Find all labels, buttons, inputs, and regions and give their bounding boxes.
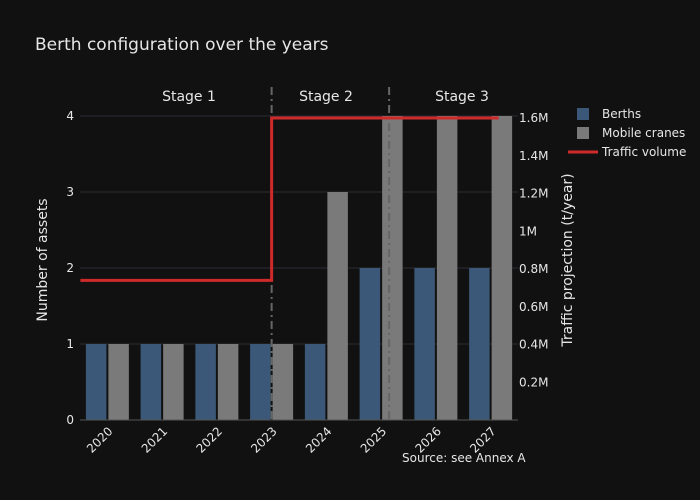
bar-mobile-cranes <box>217 344 239 420</box>
legend-label: Berths <box>602 107 641 121</box>
traffic-line <box>80 116 499 282</box>
bar-mobile-cranes <box>272 344 294 420</box>
bar-berths <box>359 268 381 420</box>
bar-mobile-cranes <box>327 192 348 420</box>
source-annotation: Source: see Annex A <box>402 451 526 465</box>
y2-tick-label: 0.4M <box>519 338 548 352</box>
y-axis-label: Number of assets <box>35 198 51 321</box>
bar-berths <box>304 344 326 420</box>
y2-tick-label: 0.8M <box>519 262 548 276</box>
bar-berths <box>85 344 107 420</box>
y2-axis-label: Traffic projection (t/year) <box>560 173 576 347</box>
bar-berths <box>195 344 216 420</box>
bar-berths <box>140 344 162 420</box>
y-tick-label: 3 <box>66 185 74 199</box>
bar-mobile-cranes <box>163 344 184 420</box>
bar-berths <box>250 344 271 420</box>
bars <box>85 116 513 420</box>
legend-swatch-berths <box>577 108 589 120</box>
y-tick-label: 2 <box>66 261 74 275</box>
bar-mobile-cranes <box>491 116 513 420</box>
chart-title: Berth configuration over the years <box>35 35 329 55</box>
stage-label: Stage 2 <box>299 89 353 105</box>
y-tick-label: 4 <box>66 109 74 123</box>
bar-berths <box>469 268 490 420</box>
bar-mobile-cranes <box>382 116 403 420</box>
y2-tick-label: 0.6M <box>519 300 548 314</box>
bar-mobile-cranes <box>436 116 458 420</box>
y2-tick-label: 1.4M <box>519 149 548 163</box>
y2-tick-label: 0.2M <box>519 375 548 389</box>
bar-mobile-cranes <box>108 344 129 420</box>
bar-berths <box>414 268 435 420</box>
traffic-volume-line <box>80 116 499 282</box>
legend: Berths Mobile cranes Traffic volume <box>568 107 686 159</box>
y2-tick-label: 1.2M <box>519 187 548 201</box>
y-axis-ticks: 0 1 2 3 4 <box>66 109 74 427</box>
stage-labels: Stage 1 Stage 2 Stage 3 <box>162 89 489 105</box>
y2-tick-label: 1.6M <box>519 111 548 125</box>
legend-label: Traffic volume <box>601 145 686 159</box>
stage-label: Stage 3 <box>435 89 489 105</box>
y-tick-label: 0 <box>66 413 74 427</box>
y2-tick-label: 1M <box>519 224 537 238</box>
stage-label: Stage 1 <box>162 89 216 105</box>
y-tick-label: 1 <box>66 337 74 351</box>
legend-swatch-mobile-cranes <box>577 127 589 139</box>
y2-axis-ticks: 0.2M 0.4M 0.6M 0.8M 1M 1.2M 1.4M 1.6M <box>519 111 548 389</box>
legend-label: Mobile cranes <box>602 126 685 140</box>
